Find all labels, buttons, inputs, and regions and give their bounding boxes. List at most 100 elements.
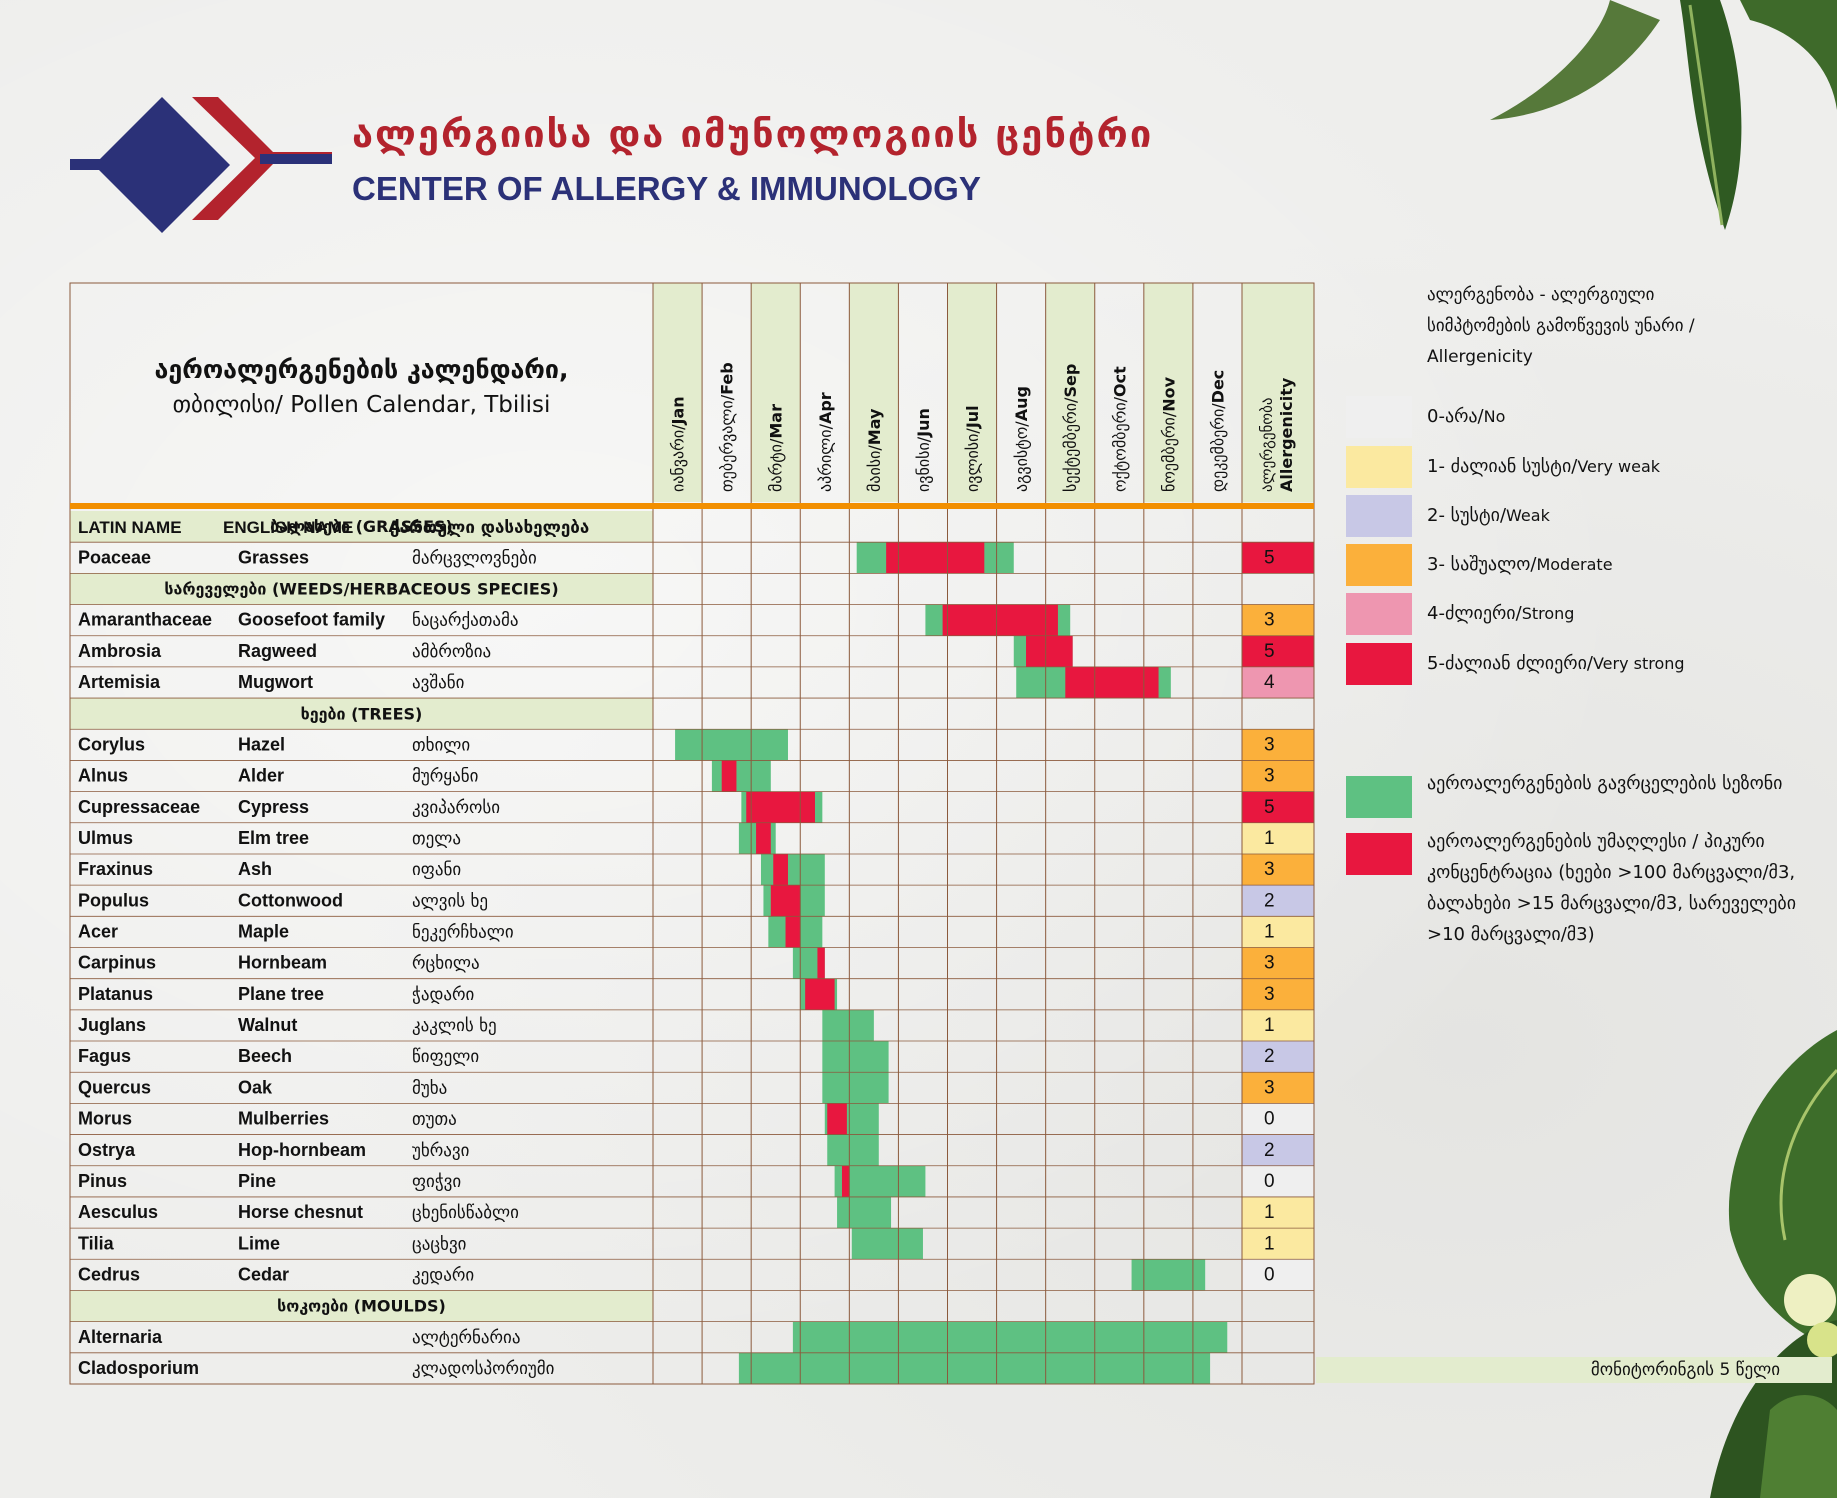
allergenicity-cell <box>1242 666 1314 699</box>
row-latin-name: Aesculus <box>78 1202 158 1222</box>
row-latin-name: Carpinus <box>78 953 156 973</box>
allergenicity-value: 2 <box>1264 1140 1275 1161</box>
row-georgian-name: ამბროზია <box>412 642 491 662</box>
month-label: აპრილი/Apr <box>816 392 835 492</box>
group-label: სარეველები (WEEDS/HERBACEOUS SPECIES) <box>164 580 558 599</box>
row-georgian-name: ნაცარქათამა <box>412 611 519 631</box>
row-english-name: Alder <box>238 766 284 786</box>
allergenicity-value: 5 <box>1264 797 1275 818</box>
allergenicity-value: 1 <box>1264 1015 1275 1036</box>
legend-level-label: 5-ძალიან ძლიერი/Very strong <box>1427 653 1685 674</box>
legend-level-label: 2- სუსტი/Weak <box>1427 505 1550 526</box>
peak-bar <box>1065 666 1159 699</box>
allergenicity-cell <box>1242 885 1314 917</box>
allergenicity-cell <box>1242 729 1314 761</box>
allergenicity-value: 1 <box>1264 1202 1275 1223</box>
month-header-bg <box>751 283 801 502</box>
row-latin-name: Artemisia <box>78 672 161 692</box>
row-georgian-name: რცხილა <box>412 954 480 974</box>
allergenicity-label-ka: ალერგენობა <box>1258 398 1276 492</box>
season-bar <box>792 1321 1228 1353</box>
allergenicity-value: 3 <box>1264 953 1275 974</box>
month-label: მაისი/May <box>865 408 884 492</box>
legend-level-swatch <box>1346 446 1412 488</box>
col-header-english: ENGLISH NAME <box>223 518 353 537</box>
peak-bar <box>942 604 1058 636</box>
group-label: ბალახები (GRASSES) <box>270 517 453 536</box>
row-georgian-name: ალტერნარია <box>412 1328 521 1348</box>
allergenicity-value: 0 <box>1264 1171 1275 1192</box>
month-header-bg <box>947 283 997 502</box>
row-english-name: Grasses <box>238 547 309 567</box>
row-english-name: Plane tree <box>238 984 324 1004</box>
row-georgian-name: თუთა <box>412 1110 457 1130</box>
legend-level-label: 3- საშუალო/Moderate <box>1427 554 1613 575</box>
row-latin-name: Acer <box>78 922 118 942</box>
allergenicity-cell <box>1242 978 1314 1010</box>
row-english-name: Goosefoot family <box>238 610 385 630</box>
monitoring-band: მონიტორინგის 5 წელი <box>1316 1357 1832 1383</box>
month-label: თებერვალი/Feb <box>718 362 737 492</box>
row-georgian-name: უხრავი <box>412 1141 469 1161</box>
allergenicity-cell <box>1242 1196 1314 1229</box>
center-logo <box>70 97 332 233</box>
allergenicity-cell <box>1242 1072 1314 1104</box>
allergenicity-value: 5 <box>1264 547 1275 568</box>
legend-season-label: აეროალერგენების გავრცელების სეზონი <box>1427 773 1783 794</box>
allergenicity-cell <box>1242 916 1314 948</box>
row-latin-name: Poaceae <box>78 547 151 567</box>
row-english-name: Ragweed <box>238 641 317 661</box>
row-georgian-name: ფიჭვი <box>412 1172 461 1192</box>
row-latin-name: Fraxinus <box>78 859 153 879</box>
group-label: ხეები (TREES) <box>301 704 423 723</box>
peak-bar <box>746 791 815 823</box>
row-english-name: Pine <box>238 1171 276 1191</box>
month-label: აგვისტო/Aug <box>1012 386 1031 492</box>
row-georgian-name: იფანი <box>412 860 461 880</box>
row-latin-name: Tilia <box>78 1233 115 1253</box>
row-latin-name: Morus <box>78 1109 132 1129</box>
month-header-bg <box>653 283 703 502</box>
row-georgian-name: ცხენისწაბლი <box>412 1203 519 1223</box>
peak-bar <box>841 1165 850 1197</box>
calendar-title: აეროალერგენების კალენდარი, <box>155 355 569 384</box>
group-band <box>70 511 653 543</box>
row-georgian-name: ცაცხვი <box>412 1234 466 1254</box>
allergenicity-cell <box>1242 947 1314 979</box>
allergenicity-value: 1 <box>1264 1233 1275 1254</box>
season-bar <box>711 760 771 792</box>
season-bar <box>675 729 788 761</box>
col-header-georgian: ქართული დასახელება <box>390 518 589 538</box>
allergenicity-value: 2 <box>1264 1046 1275 1067</box>
row-english-name: Lime <box>238 1233 280 1253</box>
allergenicity-value: 3 <box>1264 734 1275 755</box>
row-english-name: Beech <box>238 1046 292 1066</box>
row-georgian-name: კვიპაროსი <box>412 798 500 818</box>
allergenicity-cell <box>1242 791 1314 823</box>
row-georgian-name: ჭადარი <box>412 985 474 1005</box>
allergenicity-cell <box>1242 1009 1314 1042</box>
peak-bar <box>785 916 801 948</box>
allergenicity-cell <box>1242 542 1314 574</box>
row-georgian-name: წიფელი <box>412 1047 479 1067</box>
month-label: ივნისი/Jun <box>914 408 933 492</box>
row-english-name: Hop-hornbeam <box>238 1140 366 1160</box>
peak-bar <box>805 978 835 1010</box>
row-georgian-name: მარცვლოვნები <box>412 548 537 568</box>
peak-bar <box>770 885 801 917</box>
allergenicity-cell <box>1242 1259 1314 1291</box>
row-latin-name: Ulmus <box>78 828 133 848</box>
center-title-english: CENTER OF ALLERGY & IMMUNOLOGY <box>352 170 981 207</box>
allergenicity-header-bg <box>1242 283 1314 502</box>
row-latin-name: Corylus <box>78 734 145 754</box>
group-label: სოკოები (MOULDS) <box>277 1297 446 1316</box>
allergenicity-value: 3 <box>1264 1077 1275 1098</box>
month-label: ივლისი/Jul <box>963 405 982 492</box>
header-divider <box>70 503 1314 509</box>
peak-bar <box>721 760 737 792</box>
allergenicity-cell <box>1242 822 1314 854</box>
row-english-name: Walnut <box>238 1015 297 1035</box>
row-english-name: Cedar <box>238 1264 289 1284</box>
legend-level-label: 0-არა/No <box>1427 406 1506 427</box>
peak-bar <box>817 947 825 979</box>
